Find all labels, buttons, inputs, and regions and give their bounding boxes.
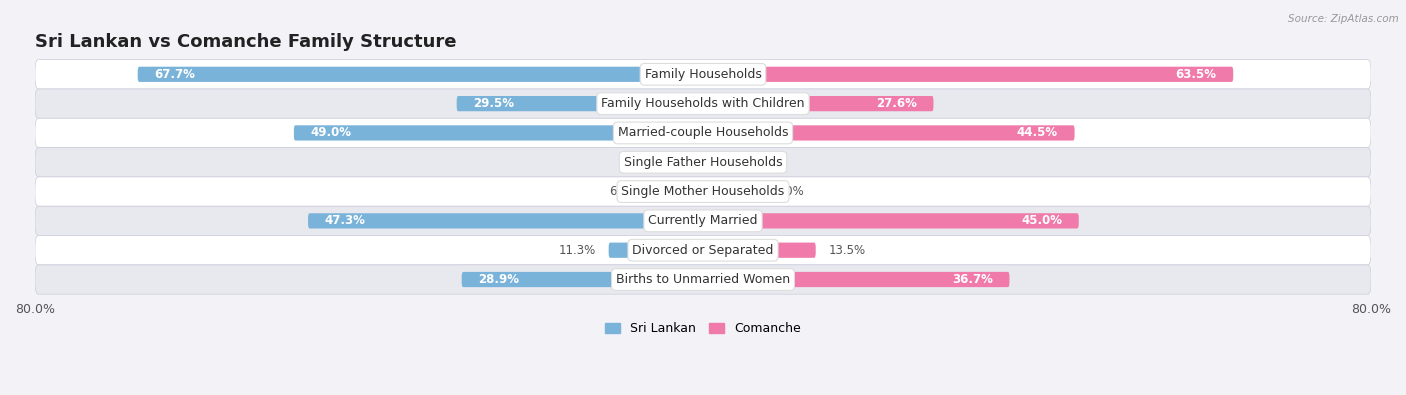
Text: Source: ZipAtlas.com: Source: ZipAtlas.com	[1288, 14, 1399, 24]
FancyBboxPatch shape	[703, 213, 1078, 228]
Text: Divorced or Separated: Divorced or Separated	[633, 244, 773, 257]
Text: Family Households with Children: Family Households with Children	[602, 97, 804, 110]
Text: Married-couple Households: Married-couple Households	[617, 126, 789, 139]
FancyBboxPatch shape	[703, 272, 1010, 287]
FancyBboxPatch shape	[703, 154, 724, 170]
Text: 49.0%: 49.0%	[311, 126, 352, 139]
Text: Sri Lankan vs Comanche Family Structure: Sri Lankan vs Comanche Family Structure	[35, 33, 457, 51]
Text: 11.3%: 11.3%	[558, 244, 596, 257]
FancyBboxPatch shape	[35, 60, 1371, 89]
FancyBboxPatch shape	[683, 154, 703, 170]
Text: 2.5%: 2.5%	[737, 156, 766, 169]
FancyBboxPatch shape	[461, 272, 703, 287]
Legend: Sri Lankan, Comanche: Sri Lankan, Comanche	[599, 316, 807, 342]
FancyBboxPatch shape	[308, 213, 703, 228]
Text: Currently Married: Currently Married	[648, 214, 758, 228]
FancyBboxPatch shape	[457, 96, 703, 111]
Text: 7.0%: 7.0%	[773, 185, 804, 198]
Text: 6.2%: 6.2%	[609, 185, 638, 198]
FancyBboxPatch shape	[35, 148, 1371, 177]
Text: 2.4%: 2.4%	[641, 156, 671, 169]
Text: Births to Unmarried Women: Births to Unmarried Women	[616, 273, 790, 286]
FancyBboxPatch shape	[35, 235, 1371, 265]
FancyBboxPatch shape	[35, 89, 1371, 118]
FancyBboxPatch shape	[609, 243, 703, 258]
FancyBboxPatch shape	[703, 243, 815, 258]
Text: Single Mother Households: Single Mother Households	[621, 185, 785, 198]
Text: 67.7%: 67.7%	[155, 68, 195, 81]
FancyBboxPatch shape	[703, 184, 762, 199]
FancyBboxPatch shape	[35, 118, 1371, 148]
FancyBboxPatch shape	[703, 96, 934, 111]
Text: 45.0%: 45.0%	[1021, 214, 1062, 228]
FancyBboxPatch shape	[138, 67, 703, 82]
FancyBboxPatch shape	[703, 125, 1074, 141]
Text: 29.5%: 29.5%	[474, 97, 515, 110]
Text: 63.5%: 63.5%	[1175, 68, 1216, 81]
FancyBboxPatch shape	[35, 265, 1371, 294]
FancyBboxPatch shape	[294, 125, 703, 141]
Text: 27.6%: 27.6%	[876, 97, 917, 110]
FancyBboxPatch shape	[35, 206, 1371, 235]
Text: 36.7%: 36.7%	[952, 273, 993, 286]
FancyBboxPatch shape	[703, 67, 1233, 82]
FancyBboxPatch shape	[651, 184, 703, 199]
FancyBboxPatch shape	[35, 177, 1371, 206]
Text: 44.5%: 44.5%	[1017, 126, 1057, 139]
Text: 28.9%: 28.9%	[478, 273, 519, 286]
Text: 13.5%: 13.5%	[828, 244, 865, 257]
Text: 47.3%: 47.3%	[325, 214, 366, 228]
Text: Family Households: Family Households	[644, 68, 762, 81]
Text: Single Father Households: Single Father Households	[624, 156, 782, 169]
